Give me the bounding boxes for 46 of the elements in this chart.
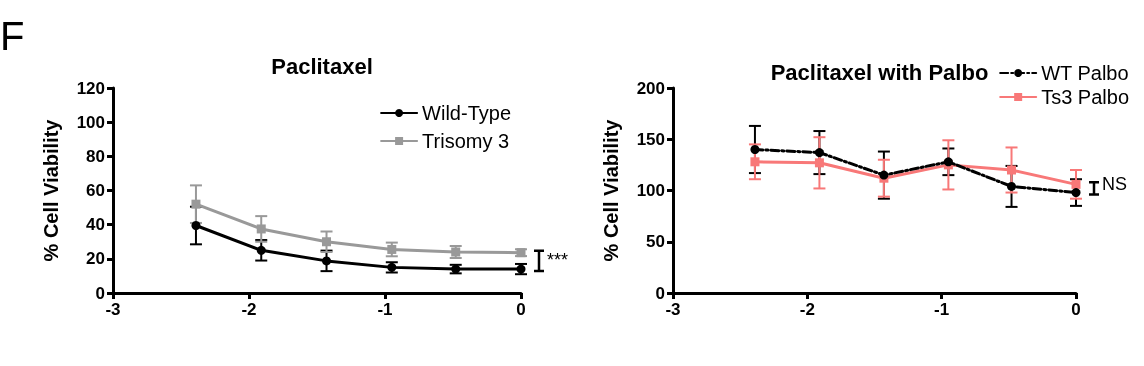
y-tick-label: 80 <box>86 146 105 166</box>
y-tick-label: 60 <box>86 181 105 200</box>
y-tick-label: 100 <box>76 112 105 132</box>
point <box>322 256 332 266</box>
annotation: NS <box>1102 174 1128 195</box>
x-tick-label: 0 <box>1071 300 1081 319</box>
point <box>1071 188 1081 198</box>
point <box>387 244 397 254</box>
x-tick-label: -2 <box>799 300 815 319</box>
x-tick-label: -1 <box>934 300 950 319</box>
x-tick-label: -1 <box>377 300 393 319</box>
point <box>750 157 760 167</box>
text: F <box>0 14 25 58</box>
x-tick-label: -3 <box>105 300 121 319</box>
y-tick-label: 100 <box>636 181 665 200</box>
point <box>191 221 201 231</box>
y-tick-label: 20 <box>86 249 105 269</box>
point <box>322 237 332 247</box>
legend-label: Wild-Type <box>422 102 511 124</box>
point <box>750 145 760 154</box>
point <box>1007 165 1017 175</box>
y-tick-label: 0 <box>655 283 665 303</box>
annotation: *** <box>547 249 569 270</box>
point <box>1071 179 1081 189</box>
chart-title: Paclitaxel <box>271 53 373 79</box>
y-tick-label: 200 <box>636 78 665 98</box>
chart-title: Paclitaxel with Palbo <box>770 59 989 85</box>
point <box>814 148 824 158</box>
point <box>1007 181 1017 191</box>
point <box>191 199 201 209</box>
legend-label: Trisomy 3 <box>422 130 510 152</box>
point <box>256 245 266 255</box>
y-tick-label: 50 <box>646 232 665 252</box>
y-axis-title: % Cell Viability <box>600 118 622 262</box>
x-tick-label: -2 <box>241 300 257 319</box>
y-tick-label: 120 <box>76 78 105 98</box>
x-tick-label: 0 <box>516 300 526 319</box>
y-tick-label: 150 <box>636 129 665 149</box>
legend-label: WT Palbo <box>1041 62 1129 84</box>
legend-label: Ts3 Palbo <box>1041 86 1130 108</box>
point <box>256 224 266 234</box>
point <box>814 158 824 168</box>
y-tick-label: 0 <box>95 283 105 303</box>
y-axis-title: % Cell Viability <box>40 118 62 262</box>
x-tick-label: -3 <box>665 300 681 319</box>
y-tick-label: 40 <box>86 215 105 235</box>
